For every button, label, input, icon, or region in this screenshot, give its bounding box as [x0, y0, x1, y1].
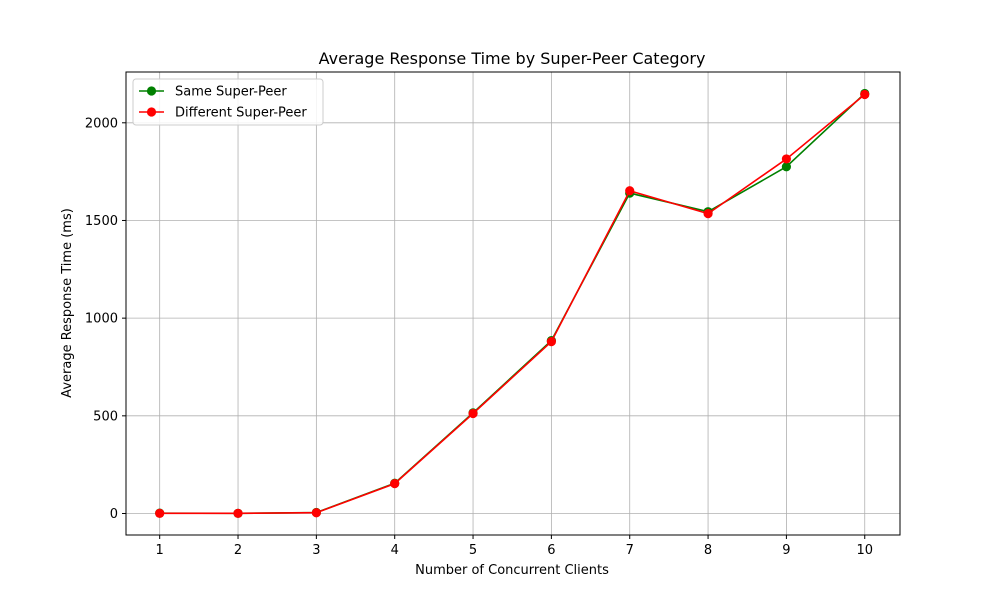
series-2-point	[703, 209, 713, 219]
legend: Same Super-Peer Different Super-Peer	[132, 78, 324, 126]
series-2-point	[860, 89, 870, 100]
series-2-point	[468, 408, 478, 419]
series-2-point	[625, 186, 635, 196]
legend-marker	[146, 86, 157, 96]
plot-frame	[125, 71, 901, 536]
y-tick-label: 1500	[85, 214, 118, 229]
x-tick-label: 2	[234, 543, 242, 558]
series-2-point	[546, 336, 556, 347]
y-tick-label: 1000	[85, 312, 118, 327]
series-2-point	[233, 508, 243, 518]
axes-layer: 1 2 3 4 5 6 7 8 9 10 0 500 1000 1500 2000	[85, 71, 901, 558]
y-tick-label: 2000	[85, 116, 118, 131]
y-axis-label: Average Response Time (ms)	[60, 208, 75, 398]
x-tick-label: 3	[312, 543, 320, 558]
series-2-point	[390, 479, 400, 489]
legend-label: Different Super-Peer	[175, 106, 307, 121]
legend-box	[132, 78, 324, 126]
series-line-2	[159, 93, 866, 515]
x-tick-label: 10	[856, 543, 873, 558]
series-2-point	[155, 508, 165, 518]
series-layer	[155, 88, 870, 518]
series-2-point	[781, 154, 792, 164]
x-tick-label: 5	[469, 543, 477, 558]
x-tick-label: 9	[782, 543, 790, 558]
x-tick-label: 6	[547, 543, 555, 558]
series-line-1	[159, 92, 866, 515]
x-axis-label: Number of Concurrent Clients	[415, 563, 609, 578]
x-tick-label: 8	[704, 543, 712, 558]
x-tick-label: 1	[156, 543, 164, 558]
x-tick-label: 4	[391, 543, 399, 558]
grid-layer	[126, 72, 900, 535]
legend-marker	[146, 107, 157, 117]
y-tick-label: 0	[110, 507, 118, 522]
series-2-point	[311, 508, 321, 518]
chart-title: Average Response Time by Super-Peer Cate…	[319, 49, 706, 68]
y-tick-label: 500	[93, 409, 118, 424]
legend-label: Same Super-Peer	[175, 85, 287, 100]
series-1-point	[781, 162, 792, 172]
x-tick-label: 7	[626, 543, 634, 558]
